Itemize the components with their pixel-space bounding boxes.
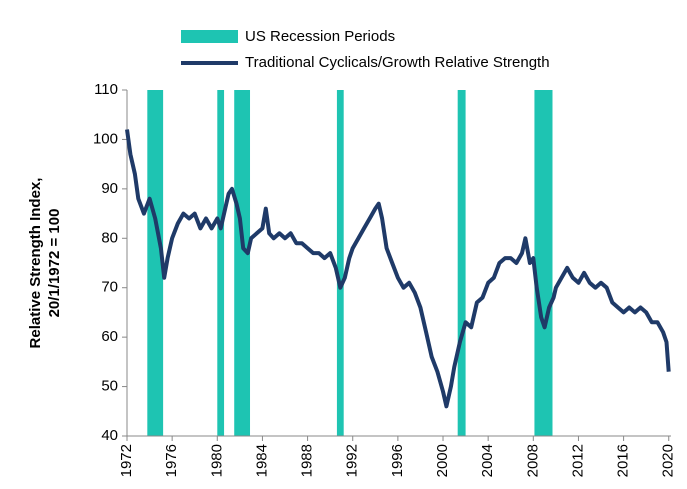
- x-tick-label: 1980: [208, 444, 225, 477]
- recession-band: [457, 90, 466, 436]
- recession-band: [534, 90, 553, 436]
- y-tick-label: 100: [93, 130, 118, 147]
- y-tick-label: 40: [101, 427, 118, 444]
- y-axis-label: Relative Strength Index,: [27, 178, 44, 349]
- x-tick-label: 1984: [253, 444, 270, 477]
- y-tick-label: 50: [101, 378, 118, 395]
- recession-band: [217, 90, 225, 436]
- y-axis-label: 20/1/1972 = 100: [46, 209, 63, 318]
- recession-band: [336, 90, 344, 436]
- x-tick-label: 2008: [524, 444, 541, 477]
- y-tick-label: 110: [94, 81, 118, 98]
- x-tick-label: 1992: [344, 444, 361, 477]
- x-tick-label: 1996: [389, 444, 406, 477]
- y-tick-label: 60: [101, 328, 118, 345]
- recession-band: [147, 90, 164, 436]
- x-tick-label: 1976: [163, 444, 180, 477]
- x-tick-label: 2016: [615, 444, 632, 477]
- y-tick-label: 90: [101, 180, 118, 197]
- y-tick-label: 70: [101, 279, 118, 296]
- y-tick-label: 80: [101, 229, 118, 246]
- x-tick-label: 1988: [299, 444, 316, 477]
- data-line: [125, 129, 671, 409]
- x-tick-label: 2012: [569, 444, 586, 477]
- legend-swatch: [181, 30, 238, 43]
- legend-label: Traditional Cyclicals/Growth Relative St…: [245, 54, 550, 71]
- legend-label: US Recession Periods: [245, 28, 395, 45]
- x-tick-label: 1972: [118, 444, 135, 477]
- x-tick-label: 2000: [434, 444, 451, 477]
- x-tick-label: 2020: [660, 444, 677, 477]
- x-tick-label: 2004: [479, 444, 496, 477]
- recession-band: [234, 90, 251, 436]
